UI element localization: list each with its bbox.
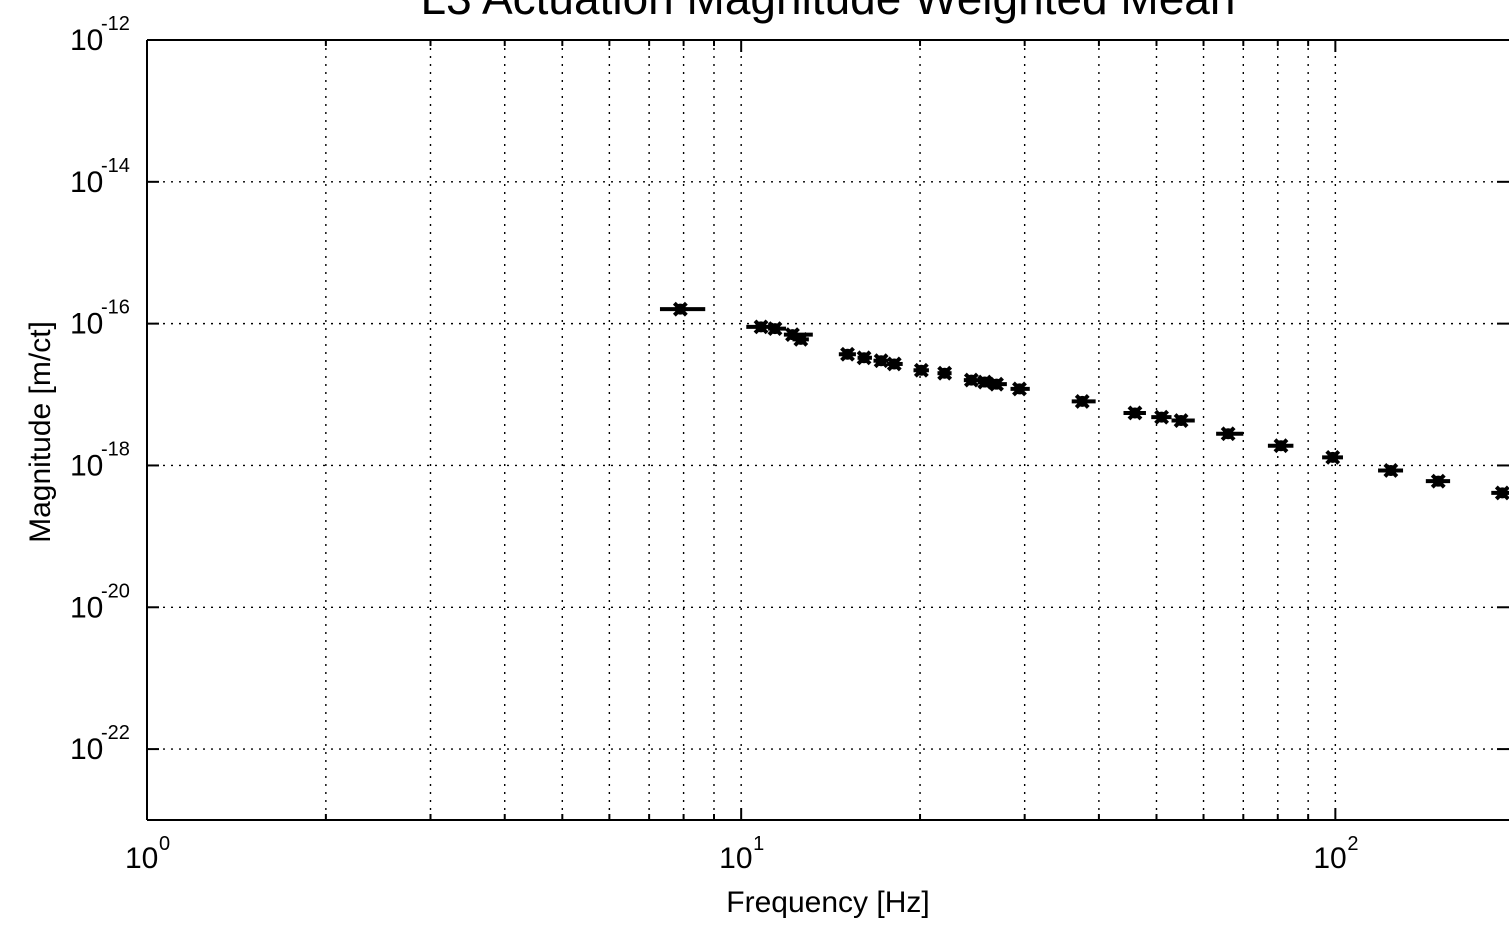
data-marker-x [840,346,855,362]
x-tick-label: 10 [1313,842,1346,875]
y-tick-exponent: -12 [101,13,130,35]
data-marker-x [989,376,1004,392]
y-tick-exponent: -14 [101,155,130,177]
y-tick-exponent: -16 [101,297,130,319]
data-marker-x [1173,413,1189,428]
data-marker-x [873,353,889,369]
data-marker-x [937,365,953,381]
chart-title: L3 Actuation Magnitude Weighted Mean [421,0,1236,24]
y-axis-label: Magnitude [m/ct] [24,321,57,543]
y-tick-label: 10 [70,166,103,199]
data-marker-x [913,362,929,378]
y-tick-exponent: -18 [101,438,130,460]
y-tick-label: 10 [70,449,103,482]
y-tick-exponent: -22 [101,722,130,744]
y-tick-label: 10 [70,733,103,766]
data-points [659,301,1509,501]
data-marker-x [1325,449,1341,465]
data-marker-x [1074,394,1090,409]
data-marker-x [1220,426,1236,442]
data-marker-x [856,350,872,366]
x-axis-label: Frequency [Hz] [726,886,929,919]
x-tick-label: 10 [719,842,752,875]
y-tick-label: 10 [70,24,103,57]
data-marker-x [1012,381,1027,397]
y-tick-label: 10 [70,591,103,624]
data-marker-x [767,321,783,337]
y-tick-exponent: -20 [101,580,130,602]
x-tick-exponent: 1 [753,833,764,855]
data-marker-x [793,331,809,347]
data-marker-x [785,327,800,343]
x-axis-ticks: 10 0 10 1 10 2 [125,40,1358,875]
data-marker-x [1154,409,1170,425]
data-marker-x [1494,485,1509,501]
data-marker-x [672,301,688,317]
x-tick-exponent: 2 [1347,833,1358,855]
y-tick-label: 10 [70,308,103,341]
x-tick-exponent: 0 [159,833,170,855]
data-marker-x [1430,473,1446,489]
data-marker-x [963,372,979,388]
data-marker-x [977,374,993,390]
data-marker-x [1383,463,1399,478]
data-marker-x [886,356,902,372]
data-marker-x [1127,405,1143,421]
x-tick-label: 10 [125,842,158,875]
data-marker-x [1273,438,1289,454]
plot-axes [146,39,1509,821]
grid-lines [147,40,1509,820]
data-marker-x [753,319,769,335]
